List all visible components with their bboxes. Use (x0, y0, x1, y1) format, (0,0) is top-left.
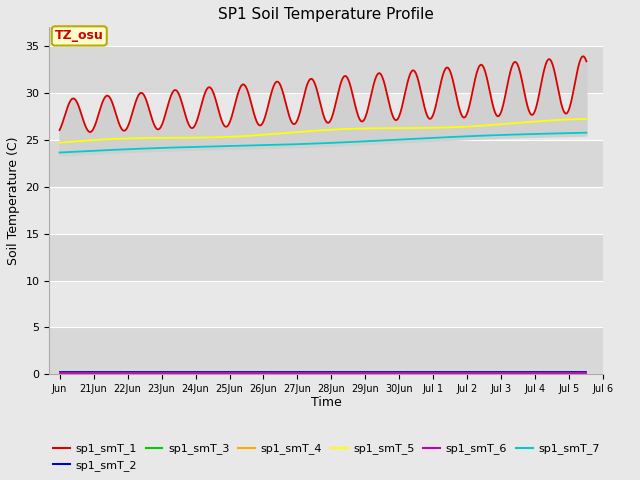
sp1_smT_2 (236, 369, 244, 375)
sp1_smT_6 (225, 371, 232, 376)
sp1_smT_5 (236, 133, 244, 139)
Legend: sp1_smT_1, sp1_smT_2, sp1_smT_3, sp1_smT_4, sp1_smT_5, sp1_smT_6, sp1_smT_7: sp1_smT_1, sp1_smT_2, sp1_smT_3, sp1_smT… (49, 439, 604, 475)
sp1_smT_5 (225, 134, 232, 140)
Bar (49, 187, 604, 234)
sp1_smT_1 (582, 59, 590, 64)
sp1_smT_1 (372, 73, 380, 79)
sp1_smT_7 (561, 131, 569, 136)
sp1_smT_7 (56, 150, 63, 156)
sp1_smT_3 (561, 370, 569, 375)
sp1_smT_5 (319, 127, 327, 133)
Bar (49, 281, 604, 327)
sp1_smT_6 (582, 371, 590, 376)
Bar (49, 93, 604, 140)
sp1_smT_1 (226, 119, 234, 124)
sp1_smT_6 (236, 371, 244, 376)
Bar (49, 234, 604, 281)
sp1_smT_4 (582, 370, 590, 376)
sp1_smT_1 (563, 110, 570, 116)
sp1_smT_3 (582, 370, 590, 375)
sp1_smT_3 (319, 370, 327, 375)
sp1_smT_3 (186, 370, 193, 375)
Line: sp1_smT_1: sp1_smT_1 (60, 56, 586, 132)
sp1_smT_1 (237, 83, 245, 88)
sp1_smT_3 (371, 370, 379, 375)
sp1_smT_6 (561, 371, 569, 376)
sp1_smT_7 (236, 143, 244, 149)
sp1_smT_1 (86, 129, 94, 135)
sp1_smT_5 (56, 140, 63, 145)
sp1_smT_3 (236, 370, 244, 375)
sp1_smT_7 (371, 138, 379, 144)
Title: SP1 Soil Temperature Profile: SP1 Soil Temperature Profile (218, 7, 435, 22)
sp1_smT_2 (582, 369, 590, 375)
sp1_smT_7 (186, 144, 193, 150)
sp1_smT_3 (56, 370, 63, 375)
sp1_smT_2 (225, 369, 232, 375)
sp1_smT_3 (225, 370, 232, 375)
sp1_smT_4 (371, 370, 379, 376)
sp1_smT_6 (319, 371, 327, 376)
sp1_smT_4 (186, 370, 193, 376)
Y-axis label: Soil Temperature (C): Soil Temperature (C) (7, 137, 20, 265)
sp1_smT_2 (56, 369, 63, 375)
sp1_smT_5 (582, 116, 590, 122)
sp1_smT_1 (56, 127, 63, 133)
sp1_smT_2 (186, 369, 193, 375)
sp1_smT_1 (321, 115, 328, 121)
sp1_smT_5 (186, 135, 193, 141)
Bar (49, 327, 604, 374)
sp1_smT_7 (319, 140, 327, 146)
sp1_smT_1 (580, 53, 588, 59)
X-axis label: Time: Time (311, 396, 342, 408)
sp1_smT_2 (561, 369, 569, 375)
Line: sp1_smT_5: sp1_smT_5 (60, 119, 586, 143)
sp1_smT_4 (561, 370, 569, 376)
sp1_smT_4 (319, 370, 327, 376)
sp1_smT_6 (186, 371, 193, 376)
Bar (49, 46, 604, 93)
sp1_smT_5 (371, 125, 379, 131)
sp1_smT_6 (56, 371, 63, 376)
sp1_smT_2 (319, 369, 327, 375)
sp1_smT_4 (225, 370, 232, 376)
sp1_smT_5 (561, 117, 569, 122)
Bar (49, 140, 604, 187)
sp1_smT_2 (371, 369, 379, 375)
sp1_smT_4 (56, 370, 63, 376)
Text: TZ_osu: TZ_osu (55, 29, 104, 42)
sp1_smT_7 (582, 130, 590, 135)
sp1_smT_4 (236, 370, 244, 376)
sp1_smT_1 (187, 124, 195, 130)
Line: sp1_smT_7: sp1_smT_7 (60, 132, 586, 153)
sp1_smT_6 (371, 371, 379, 376)
sp1_smT_7 (225, 143, 232, 149)
